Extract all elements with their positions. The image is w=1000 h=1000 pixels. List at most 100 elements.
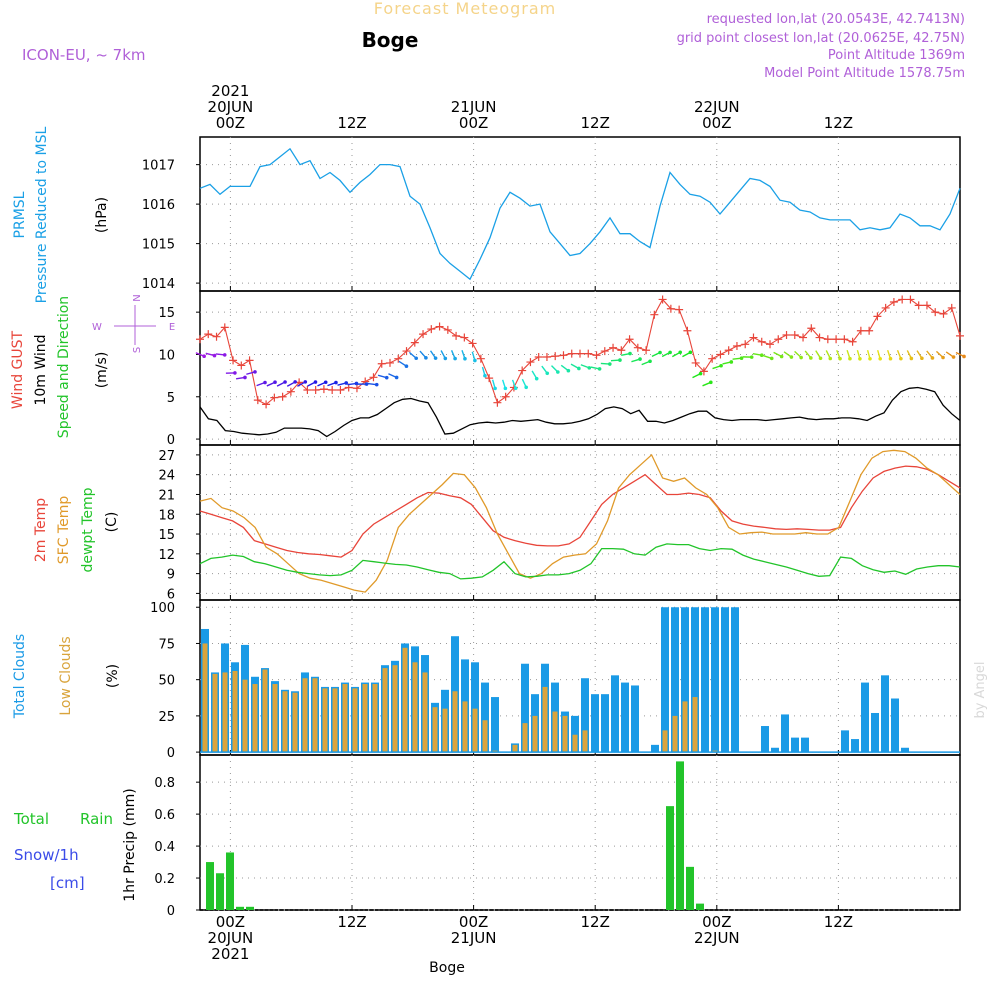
wind-arrow-head bbox=[503, 386, 508, 391]
rain-bar bbox=[696, 903, 704, 910]
wind-arrow-head bbox=[263, 380, 267, 385]
wind-labels: Wind GUST 10m Wind Speed and Direction (… bbox=[10, 294, 175, 438]
temp-dewpt-line bbox=[199, 543, 961, 580]
top-time-label-0-1: 20JUN bbox=[208, 98, 254, 116]
temp-tick-label-3: 15 bbox=[158, 528, 175, 543]
top-time-label-5-0: 12Z bbox=[824, 114, 853, 132]
model-label: ICON-EU, ~ 7km bbox=[22, 46, 146, 64]
gust-marker bbox=[633, 343, 642, 352]
gust-marker bbox=[369, 373, 378, 382]
bottom-time-label-0-0: 00Z bbox=[216, 913, 245, 931]
total-cloud-bar bbox=[601, 694, 609, 753]
gust-marker bbox=[691, 358, 700, 367]
gust-marker bbox=[501, 392, 510, 401]
wind-arrow-head bbox=[473, 358, 477, 363]
wind-arrow-head bbox=[848, 356, 852, 361]
gust-marker bbox=[617, 346, 626, 355]
wind-arrow-head bbox=[323, 380, 328, 385]
temp-tick-label-5: 21 bbox=[158, 488, 175, 503]
wind-arrow-head bbox=[303, 380, 308, 384]
gust-marker bbox=[278, 392, 287, 401]
bottom-time-label-1-0: 12Z bbox=[337, 913, 366, 931]
gust-marker bbox=[650, 310, 659, 319]
gust-marker bbox=[237, 361, 246, 370]
precip-tick-label-2: 0.4 bbox=[154, 840, 175, 855]
wind-speed-dir-label: Speed and Direction bbox=[56, 296, 72, 438]
low-cloud-bar bbox=[442, 708, 448, 753]
low-cloud-bar bbox=[362, 684, 368, 753]
gust-marker bbox=[196, 335, 204, 344]
rain-bar bbox=[226, 852, 234, 910]
total-cloud-bar bbox=[871, 712, 879, 753]
total-cloud-bar bbox=[571, 715, 579, 753]
rain-bar bbox=[206, 862, 214, 910]
precip-tick-label-3: 0.6 bbox=[154, 808, 175, 823]
gust-marker bbox=[270, 393, 279, 402]
precip-panel: 0 0.2 0.4 0.6 0.8 bbox=[154, 754, 961, 919]
total-cloud-bar bbox=[731, 607, 739, 753]
wind-arrow-head bbox=[698, 371, 703, 376]
temp-tick-label-0: 6 bbox=[167, 587, 175, 602]
precip-bars bbox=[206, 761, 704, 910]
wind-arrow-head bbox=[962, 354, 966, 359]
bottom-time-label-0-1: 20JUN bbox=[208, 929, 254, 947]
gust-marker bbox=[675, 305, 684, 314]
gust-marker bbox=[658, 295, 667, 304]
gust-marker bbox=[485, 374, 494, 383]
low-cloud-bar bbox=[672, 715, 678, 753]
wind-arrow-head bbox=[709, 380, 713, 385]
low-cloud-bar bbox=[522, 723, 528, 753]
wind-arrow-head bbox=[414, 356, 418, 361]
wind-arrow-head bbox=[384, 375, 389, 380]
gust-marker bbox=[708, 354, 717, 363]
low-cloud-bar bbox=[512, 744, 518, 753]
wind-arrow-head bbox=[283, 380, 287, 384]
wind-arrow-head bbox=[818, 356, 823, 361]
low-cloud-bar bbox=[272, 684, 278, 753]
low-clouds-label: Low Clouds bbox=[58, 636, 74, 715]
precip-axis-label: 1hr Precip (mm) bbox=[122, 788, 138, 901]
top-time-label-0-0: 2021 bbox=[211, 82, 249, 100]
low-cloud-bar bbox=[482, 720, 488, 753]
precip-tick-label-0: 0 bbox=[167, 904, 175, 919]
top-time-label-4-0: 22JUN bbox=[694, 98, 740, 116]
wind-arrow-head bbox=[222, 353, 227, 357]
wind-arrow-head bbox=[394, 375, 399, 380]
wind-arrow-head bbox=[483, 373, 487, 378]
wind-panel: 0 5 10 15 bbox=[158, 290, 961, 448]
gust-marker bbox=[807, 324, 816, 333]
gust-marker bbox=[898, 295, 907, 304]
gust-marker bbox=[600, 347, 609, 356]
total-cloud-bar bbox=[521, 663, 529, 753]
low-cloud-bar bbox=[562, 715, 568, 753]
wind-arrow-head bbox=[719, 363, 723, 368]
wind-arrow-head bbox=[334, 380, 338, 385]
wind-arrow-head bbox=[618, 358, 622, 362]
gust-marker bbox=[559, 351, 568, 360]
bottom-time-label-2-0: 00Z bbox=[459, 913, 488, 931]
low-cloud-bar bbox=[402, 647, 408, 753]
clouds-tick-label-2: 50 bbox=[158, 674, 175, 689]
low-cloud-bar bbox=[242, 679, 248, 753]
precip-snow-label: Snow/1h bbox=[14, 846, 79, 864]
pressure-panel: 1014 1015 1016 1017 bbox=[142, 136, 961, 292]
temp-unit: (C) bbox=[104, 512, 120, 533]
top-time-label-2-1: 00Z bbox=[459, 114, 488, 132]
wind-arrow-head bbox=[253, 370, 257, 374]
wind-arrow-head bbox=[233, 371, 237, 375]
wind-tick-label-3: 15 bbox=[158, 306, 175, 321]
total-clouds-label: Total Clouds bbox=[12, 634, 28, 719]
low-cloud-bar bbox=[552, 711, 558, 753]
wind-arrow-head bbox=[749, 355, 754, 359]
total-cloud-bar bbox=[471, 662, 479, 753]
grid-lonlat: grid point closest lon,lat (20.0625E, 42… bbox=[677, 31, 965, 46]
low-cloud-bar bbox=[662, 730, 668, 753]
clouds-unit: (%) bbox=[105, 664, 121, 688]
compass-s: S bbox=[132, 347, 143, 353]
gust-marker bbox=[319, 385, 328, 394]
temp-sfc-line bbox=[199, 449, 961, 593]
wind-arrow-head bbox=[404, 364, 409, 369]
temp-tick-label-2: 12 bbox=[158, 548, 175, 563]
total-cloud-bar bbox=[611, 675, 619, 753]
wind-arrow-head bbox=[545, 371, 550, 376]
